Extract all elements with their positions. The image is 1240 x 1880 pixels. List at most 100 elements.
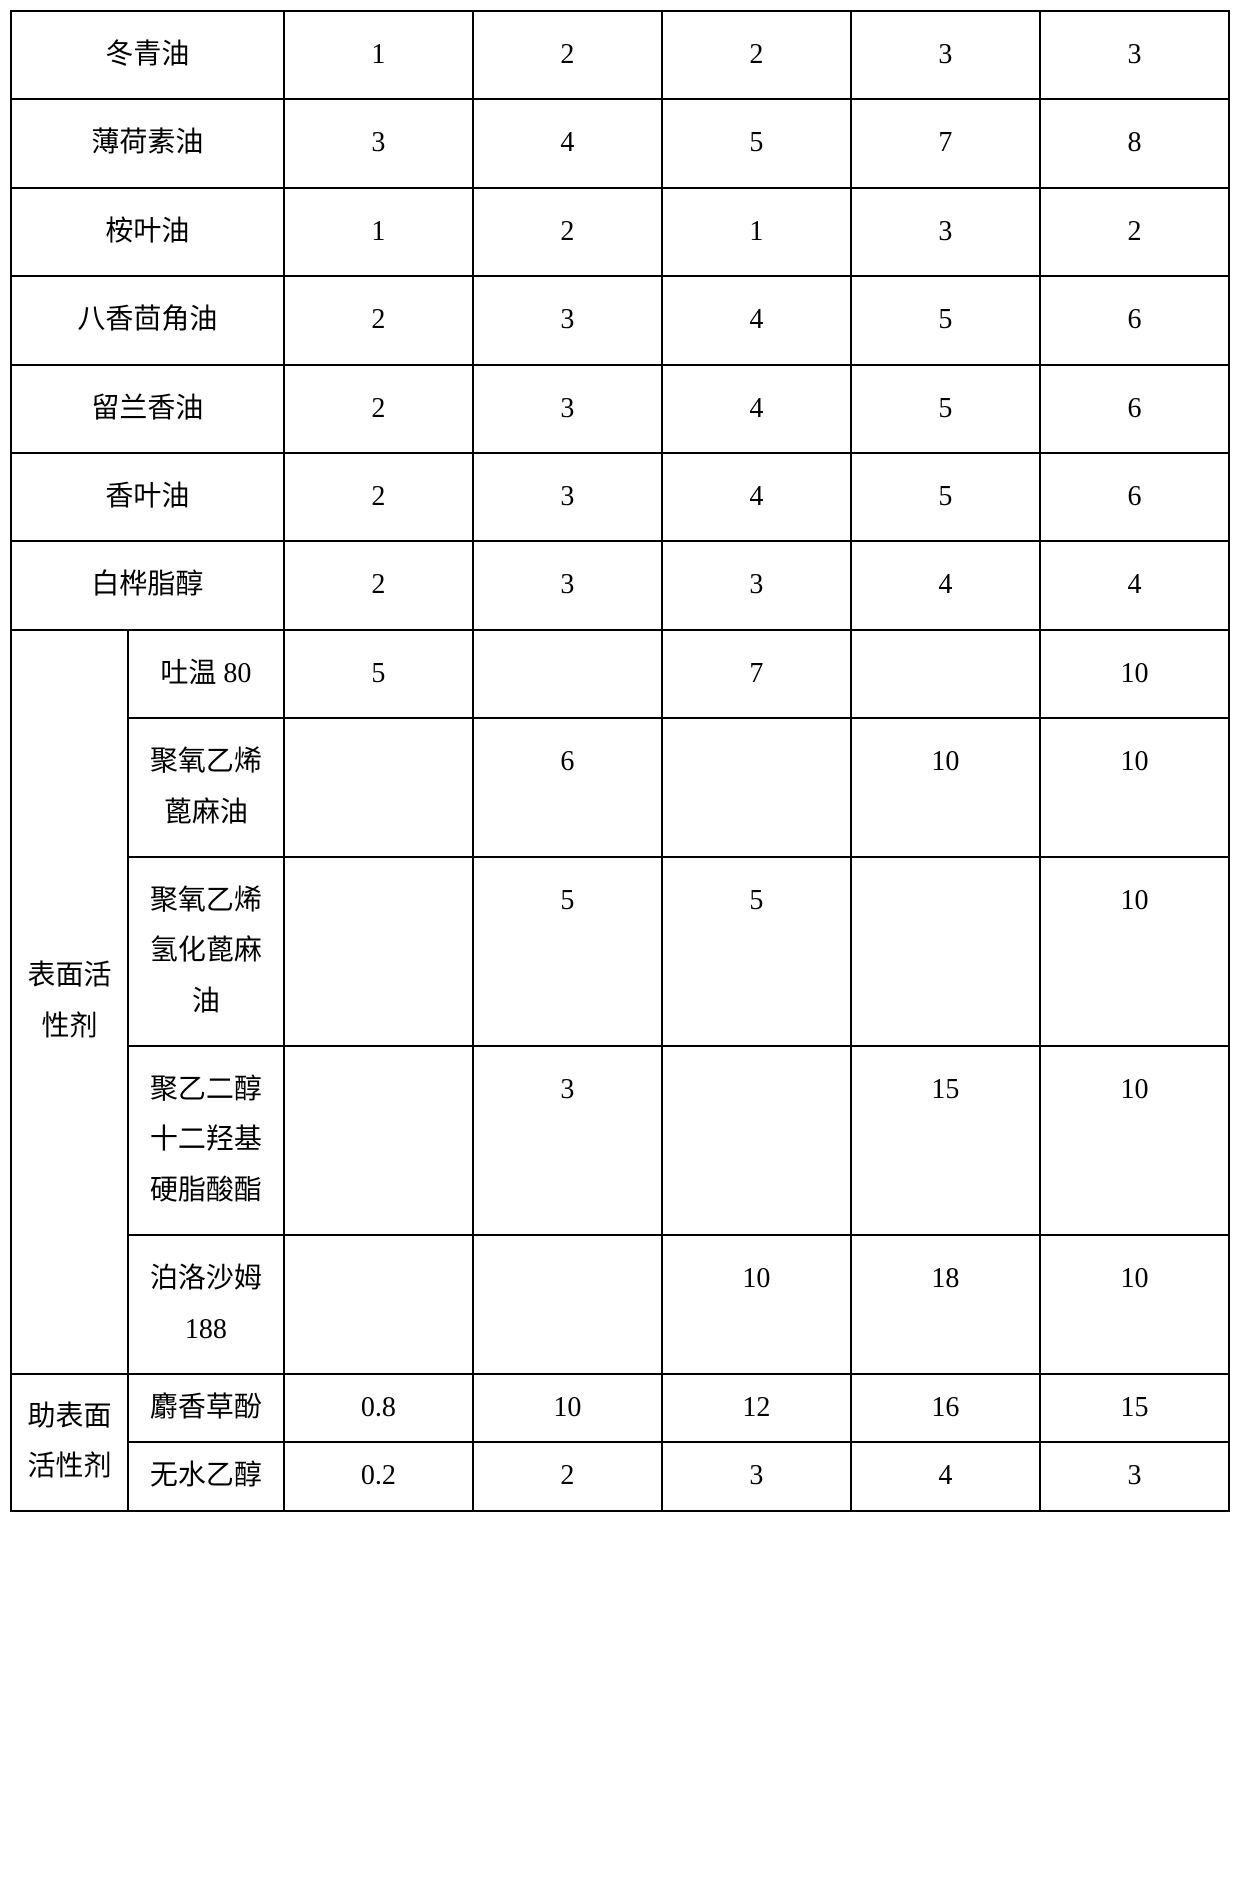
value-cell: 5 xyxy=(851,276,1040,364)
value-cell: 10 xyxy=(662,1235,851,1374)
value-cell: 5 xyxy=(662,99,851,187)
subrow-name: 泊洛沙姆188 xyxy=(128,1235,284,1374)
value-cell: 4 xyxy=(473,99,662,187)
row-name: 桉叶油 xyxy=(11,188,284,276)
table-row: 白桦脂醇23344 xyxy=(11,541,1229,629)
cell-line: 聚氧乙烯 xyxy=(133,737,279,787)
value-cell xyxy=(284,1046,473,1235)
row-name: 冬青油 xyxy=(11,11,284,99)
cell-line: 油 xyxy=(133,977,279,1027)
value-cell: 1 xyxy=(662,188,851,276)
value-cell: 3 xyxy=(851,188,1040,276)
row-name: 香叶油 xyxy=(11,453,284,541)
value-cell: 10 xyxy=(1040,857,1229,1046)
value-cell: 8 xyxy=(1040,99,1229,187)
value-cell: 3 xyxy=(473,276,662,364)
group-label: 助表面活性剂 xyxy=(11,1374,128,1511)
value-cell: 16 xyxy=(851,1374,1040,1442)
value-cell: 5 xyxy=(662,857,851,1046)
cell-line: 188 xyxy=(133,1305,279,1355)
row-name: 留兰香油 xyxy=(11,365,284,453)
value-cell: 2 xyxy=(473,188,662,276)
row-name: 八香茴角油 xyxy=(11,276,284,364)
value-cell: 3 xyxy=(662,541,851,629)
cell-line: 吐温 80 xyxy=(133,649,279,699)
value-cell: 6 xyxy=(473,718,662,857)
value-cell: 5 xyxy=(284,630,473,718)
value-cell: 4 xyxy=(662,276,851,364)
value-cell: 4 xyxy=(851,1442,1040,1510)
value-cell: 2 xyxy=(662,11,851,99)
table-row: 聚氧乙烯蓖麻油61010 xyxy=(11,718,1229,857)
value-cell: 3 xyxy=(473,453,662,541)
cell-line: 泊洛沙姆 xyxy=(133,1254,279,1304)
value-cell: 1 xyxy=(284,11,473,99)
value-cell: 2 xyxy=(1040,188,1229,276)
value-cell: 7 xyxy=(851,99,1040,187)
value-cell: 5 xyxy=(851,365,1040,453)
value-cell: 4 xyxy=(1040,541,1229,629)
value-cell: 5 xyxy=(851,453,1040,541)
value-cell: 6 xyxy=(1040,276,1229,364)
value-cell: 1 xyxy=(284,188,473,276)
table-row: 聚乙二醇十二羟基硬脂酸酯 3 1510 xyxy=(11,1046,1229,1235)
value-cell: 10 xyxy=(1040,1046,1229,1235)
table-row: 八香茴角油23456 xyxy=(11,276,1229,364)
cell-line: 性剂 xyxy=(16,1002,123,1052)
subrow-name: 聚乙二醇十二羟基硬脂酸酯 xyxy=(128,1046,284,1235)
cell-line: 十二羟基 xyxy=(133,1115,279,1165)
cell-line: 聚氧乙烯 xyxy=(133,876,279,926)
cell-line: 蓖麻油 xyxy=(133,788,279,838)
value-cell: 18 xyxy=(851,1235,1040,1374)
row-name: 薄荷素油 xyxy=(11,99,284,187)
value-cell: 2 xyxy=(473,1442,662,1510)
value-cell: 3 xyxy=(1040,11,1229,99)
data-table: 冬青油12233薄荷素油34578桉叶油12132八香茴角油23456留兰香油2… xyxy=(10,10,1230,1512)
table-row: 薄荷素油34578 xyxy=(11,99,1229,187)
value-cell: 12 xyxy=(662,1374,851,1442)
value-cell: 4 xyxy=(662,453,851,541)
value-cell xyxy=(473,1235,662,1374)
cell-line: 硬脂酸酯 xyxy=(133,1166,279,1216)
table-row: 助表面活性剂麝香草酚0.810121615 xyxy=(11,1374,1229,1442)
table-row: 无水乙醇0.22343 xyxy=(11,1442,1229,1510)
value-cell: 2 xyxy=(284,276,473,364)
value-cell: 15 xyxy=(851,1046,1040,1235)
value-cell: 6 xyxy=(1040,365,1229,453)
value-cell: 3 xyxy=(473,365,662,453)
table-row: 留兰香油23456 xyxy=(11,365,1229,453)
value-cell: 7 xyxy=(662,630,851,718)
value-cell: 3 xyxy=(473,1046,662,1235)
value-cell: 3 xyxy=(284,99,473,187)
value-cell: 2 xyxy=(284,365,473,453)
table-row: 桉叶油12132 xyxy=(11,188,1229,276)
value-cell xyxy=(284,718,473,857)
value-cell xyxy=(284,1235,473,1374)
subrow-name: 麝香草酚 xyxy=(128,1374,284,1442)
cell-line: 活性剂 xyxy=(16,1442,123,1492)
value-cell: 2 xyxy=(284,541,473,629)
table-row: 香叶油23456 xyxy=(11,453,1229,541)
value-cell xyxy=(662,1046,851,1235)
table-row: 泊洛沙姆188 101810 xyxy=(11,1235,1229,1374)
value-cell: 10 xyxy=(1040,630,1229,718)
subrow-name: 聚氧乙烯蓖麻油 xyxy=(128,718,284,857)
value-cell: 6 xyxy=(1040,453,1229,541)
value-cell: 0.2 xyxy=(284,1442,473,1510)
value-cell: 3 xyxy=(662,1442,851,1510)
value-cell: 5 xyxy=(473,857,662,1046)
value-cell: 0.8 xyxy=(284,1374,473,1442)
value-cell: 4 xyxy=(851,541,1040,629)
value-cell: 3 xyxy=(473,541,662,629)
value-cell xyxy=(284,857,473,1046)
subrow-name: 无水乙醇 xyxy=(128,1442,284,1510)
group-label: 表面活性剂 xyxy=(11,630,128,1374)
table-row: 聚氧乙烯氢化蓖麻油 55 10 xyxy=(11,857,1229,1046)
cell-line: 氢化蓖麻 xyxy=(133,926,279,976)
value-cell: 4 xyxy=(662,365,851,453)
value-cell: 10 xyxy=(473,1374,662,1442)
table-row: 表面活性剂吐温 805710 xyxy=(11,630,1229,718)
cell-line: 聚乙二醇 xyxy=(133,1065,279,1115)
value-cell: 10 xyxy=(1040,1235,1229,1374)
value-cell: 2 xyxy=(284,453,473,541)
